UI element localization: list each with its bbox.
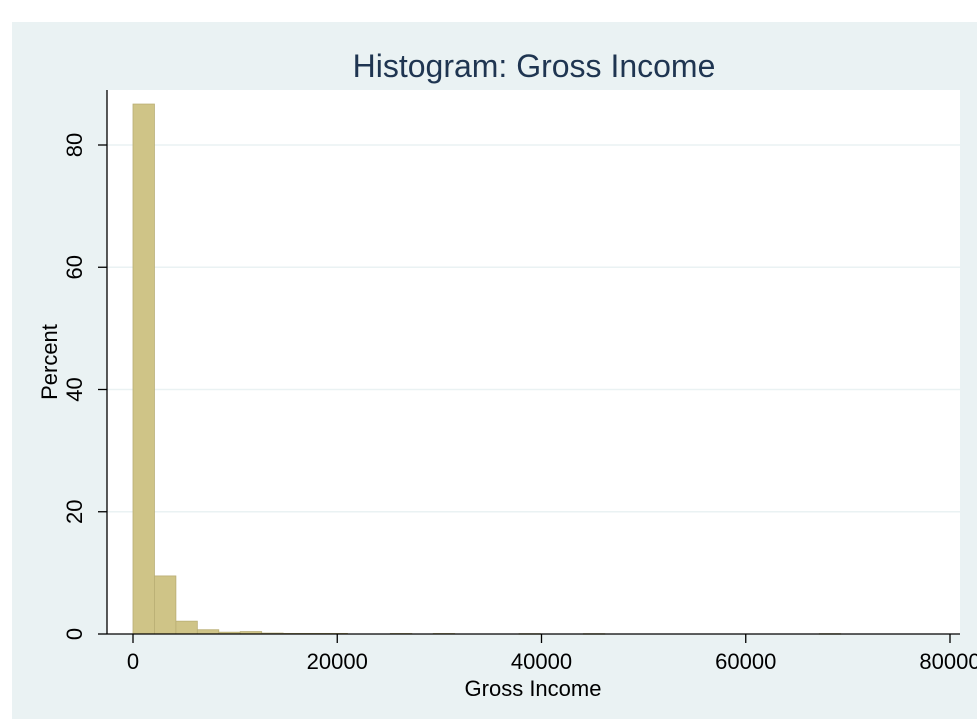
histogram-bar [132,103,155,635]
y-tick-label: 40 [62,377,87,401]
y-axis-label: Percent [37,324,62,400]
x-tick-label: 60000 [715,649,776,674]
chart-title: Histogram: Gross Income [353,48,716,84]
x-axis-ticks: 0 20000 40000 60000 80000 [127,634,977,674]
x-tick-label: 0 [127,649,139,674]
histogram-bar [154,575,177,635]
x-axis-label: Gross Income [465,676,602,701]
axes [106,90,960,635]
x-tick-label: 40000 [511,649,572,674]
y-tick-label: 20 [62,500,87,524]
chart-frame: 0 20000 40000 60000 80000 0 20 40 60 80 Histogra… [12,22,977,719]
plot-area [107,90,960,634]
histogram-chart: 0 20000 40000 60000 80000 0 20 40 60 80 Histogra… [37,48,977,701]
y-tick-label: 0 [62,628,87,640]
y-tick-label: 80 [62,133,87,157]
y-axis-ticks: 0 20 40 60 80 [62,133,107,640]
y-tick-label: 60 [62,255,87,279]
x-tick-label: 20000 [307,649,368,674]
histogram-bar [175,620,198,635]
gridlines [107,144,960,513]
x-tick-label: 80000 [919,649,977,674]
